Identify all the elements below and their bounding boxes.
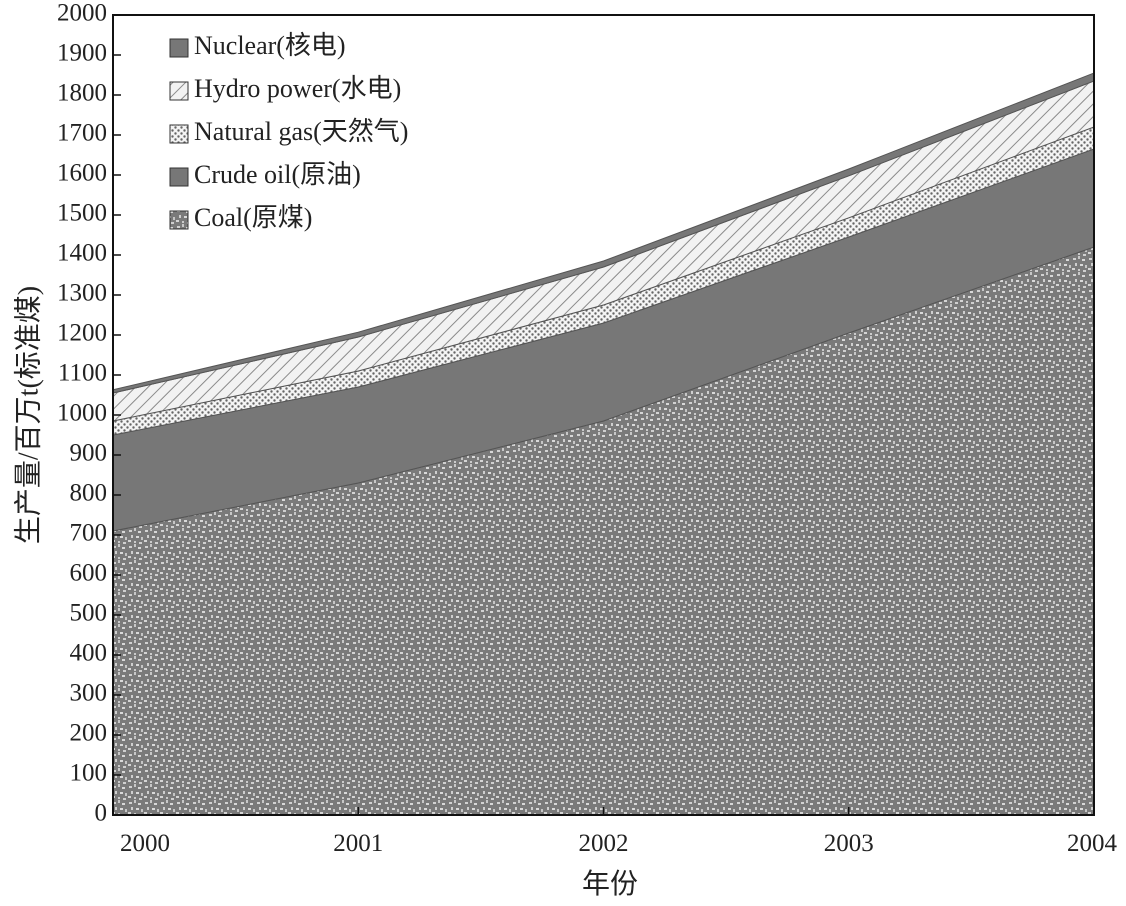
y-tick-label: 500 [70,600,108,627]
y-tick-label: 1900 [57,40,107,67]
y-tick-label: 0 [95,800,108,827]
legend-label-coal: Coal(原煤) [194,203,312,232]
legend-swatch-coal [169,210,189,230]
y-axis-title: 生产量/百万t(标准煤) [12,286,44,544]
y-tick-label: 1600 [57,160,107,187]
x-tick-label: 2003 [824,830,874,857]
legend-swatch-hydro-power [169,81,189,101]
legend: Nuclear(核电) Hydro power(水电) Natural gas(天然… [169,31,408,232]
legend-label-hydro-power: Hydro power(水电) [194,74,401,103]
y-tick-label: 100 [70,760,108,787]
y-tick-label: 1100 [58,360,107,387]
legend-swatch-natural-gas [169,124,189,144]
y-tick-label: 400 [70,640,108,667]
x-tick-label: 2000 [120,830,170,857]
legend-label-natural-gas: Natural gas(天然气) [194,117,408,146]
y-tick-label: 1300 [57,280,107,307]
y-tick-label: 1700 [57,120,107,147]
x-tick-label: 2001 [333,830,383,857]
y-tick-label: 600 [70,560,108,587]
legend-swatch-nuclear [169,38,189,58]
x-tick-label: 2002 [579,830,629,857]
area-nuclear [113,72,1094,394]
y-tick-label: 1800 [57,80,107,107]
y-tick-label: 1000 [57,400,107,427]
y-tick-label: 900 [70,440,108,467]
y-tick-label: 2000 [57,0,107,27]
legend-label-crude-oil: Crude oil(原油) [194,160,361,189]
y-tick-label: 700 [70,520,108,547]
legend-label-nuclear: Nuclear(核电) [194,31,346,60]
y-axis: 0 100 200 300 400 500 600 700 800 900 1000 1100 1200… [57,0,121,827]
x-axis: 2000 2001 2002 2003 2004 [112,807,1118,857]
y-tick-label: 1400 [57,240,107,267]
y-tick-label: 800 [70,480,108,507]
y-tick-label: 1200 [57,320,107,347]
x-tick-label: 2004 [1067,830,1118,857]
y-tick-label: 300 [70,680,108,707]
x-axis-title: 年份 [582,868,638,900]
area-layers [113,72,1094,815]
y-tick-label: 200 [70,720,108,747]
y-tick-label: 1500 [57,200,107,227]
legend-swatch-crude-oil [169,167,189,187]
